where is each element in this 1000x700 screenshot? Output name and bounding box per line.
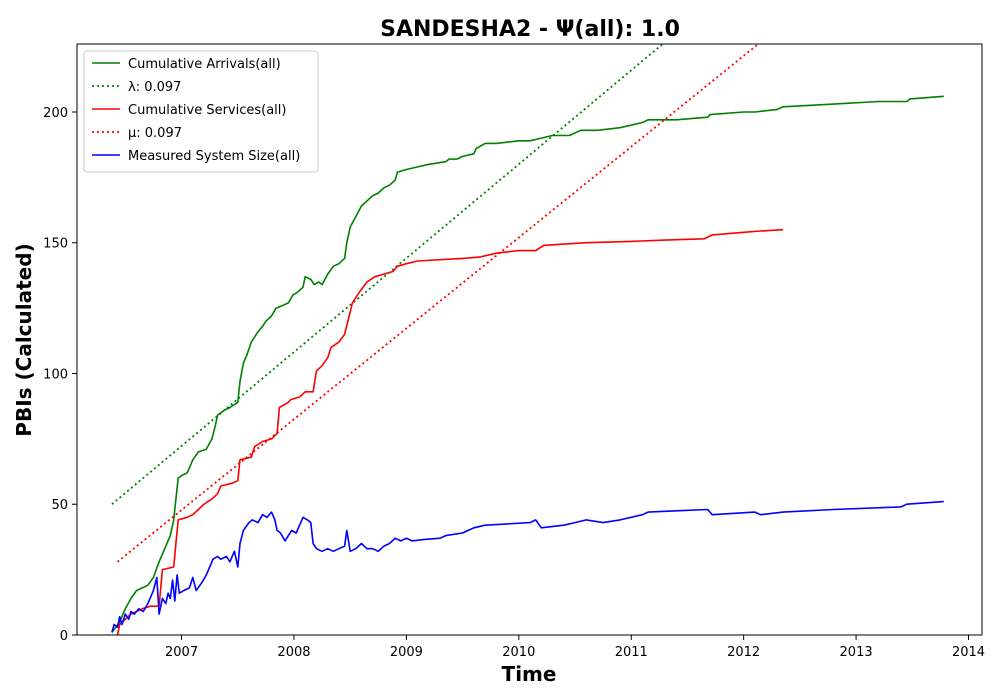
x-tick-label: 2012 [727, 645, 760, 660]
series-line-2 [116, 228, 784, 635]
legend-label: Cumulative Arrivals(all) [128, 57, 281, 72]
x-axis-label: Time [502, 662, 557, 686]
y-tick-label: 150 [43, 237, 68, 252]
series-line-0 [111, 95, 944, 633]
chart-title: SANDESHA2 - Ψ(all): 1.0 [380, 17, 680, 42]
legend: Cumulative Arrivals(all) λ: 0.097 Cumulati… [83, 50, 319, 173]
legend-box [83, 50, 319, 173]
x-tick-label: 2011 [615, 645, 648, 660]
x-tick-label: 2010 [502, 645, 535, 660]
x-tick-label: 2008 [277, 645, 310, 660]
y-axis-label: PBIs (Calculated) [12, 243, 36, 436]
x-tick-label: 2007 [165, 645, 198, 660]
legend-label: λ: 0.097 [128, 80, 181, 95]
legend-label: Cumulative Services(all) [128, 103, 286, 118]
plot-area [111, 44, 944, 635]
x-axis: 2007 2008 2009 2010 2011 2012 2013 2014 [165, 635, 985, 660]
y-tick-label: 50 [51, 498, 68, 513]
legend-label: Measured System Size(all) [128, 149, 300, 164]
y-axis: 0 50 100 150 200 [43, 106, 77, 644]
y-tick-label: 100 [43, 367, 68, 382]
series-line-3 [116, 44, 759, 563]
x-tick-label: 2009 [390, 645, 423, 660]
plot-frame [76, 43, 983, 636]
y-tick-label: 200 [43, 106, 68, 121]
x-tick-label: 2013 [840, 645, 873, 660]
x-tick-label: 2014 [952, 645, 985, 660]
legend-label: μ: 0.097 [128, 126, 182, 141]
series-line-4 [111, 500, 944, 633]
y-tick-label: 0 [60, 629, 68, 644]
